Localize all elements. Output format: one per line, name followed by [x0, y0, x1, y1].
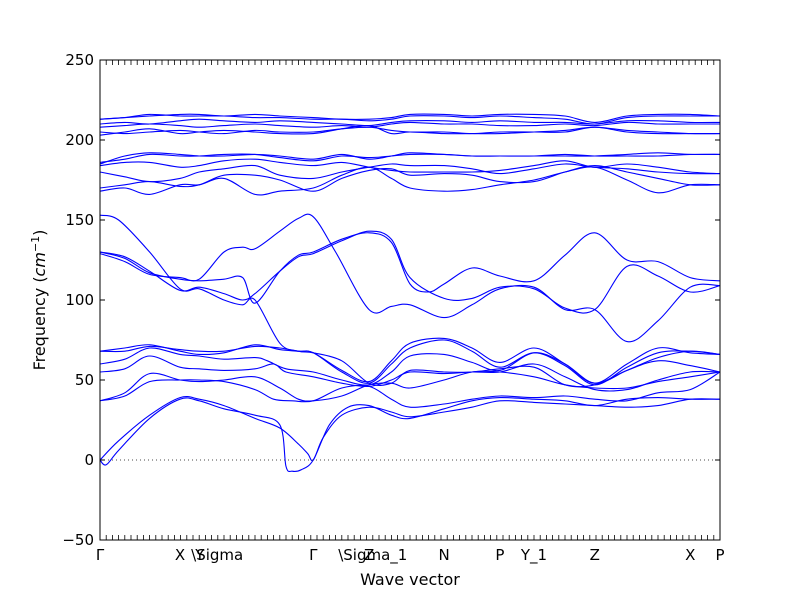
band-line — [100, 153, 720, 163]
y-tick-label: 0 — [84, 451, 94, 469]
band-line — [100, 370, 720, 402]
y-axis: −50 0 50 100 150 200 250 — [62, 51, 720, 549]
band-line — [100, 163, 720, 183]
band-line — [100, 121, 720, 128]
band-line — [100, 397, 720, 473]
x-tick-label: P — [495, 546, 504, 564]
band-line — [100, 118, 720, 127]
band-line — [100, 337, 720, 384]
x-tick-label: Γ — [309, 546, 318, 564]
band-line — [100, 213, 720, 343]
x-tick-label: \Sigma_1 — [338, 546, 407, 565]
band-line — [100, 355, 720, 392]
x-tick-label: P — [715, 546, 724, 564]
x-axis-title: Wave vector — [360, 570, 460, 589]
x-tick-label: Y_1 — [520, 546, 547, 565]
x-tick-label: Y — [194, 546, 205, 564]
x-tick-label: X — [175, 546, 185, 564]
y-tick-label: 250 — [65, 51, 94, 69]
x-tick-label: X — [685, 546, 695, 564]
band-lines — [100, 113, 720, 473]
y-axis-title: Frequency (cm−1) — [29, 230, 49, 371]
band-line — [100, 158, 720, 175]
y-tick-label: −50 — [62, 531, 94, 549]
x-tick-label: Z — [364, 546, 374, 564]
x-tick-label: Z — [590, 546, 600, 564]
band-line — [100, 371, 720, 408]
x-tick-label: N — [438, 546, 449, 564]
band-line — [100, 214, 720, 388]
y-tick-label: 100 — [65, 291, 94, 309]
band-line — [100, 232, 720, 304]
band-line — [100, 166, 720, 196]
x-tick-label: \Sigma — [191, 546, 243, 564]
y-tick-label: 200 — [65, 131, 94, 149]
x-tick-label: Γ — [96, 546, 105, 564]
band-line — [100, 113, 720, 125]
band-line — [100, 126, 720, 135]
band-line — [100, 113, 720, 123]
y-tick-label: 150 — [65, 211, 94, 229]
x-axis: Γ X Y\Sigma Γ Z\Sigma_1 N P Y_1 Z X P — [96, 60, 725, 565]
y-tick-label: 50 — [75, 371, 94, 389]
